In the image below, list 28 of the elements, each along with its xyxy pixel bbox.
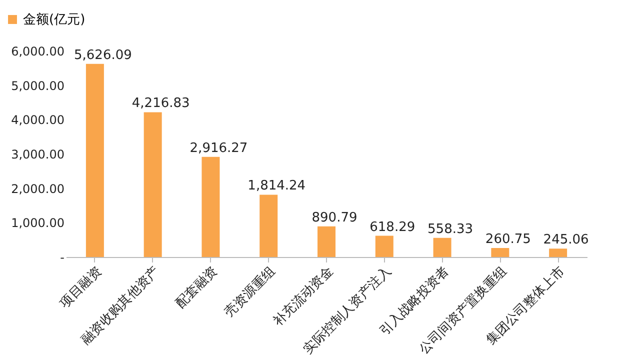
data-label: 260.75 — [485, 232, 531, 248]
data-label: 618.29 — [370, 220, 416, 235]
y-tick-label: 5,000.00 — [11, 78, 64, 93]
y-tick-label: 1,000.00 — [11, 216, 64, 230]
bar — [491, 248, 510, 257]
y-tick-label: 4,000.00 — [11, 113, 64, 128]
bar — [375, 236, 394, 257]
y-tick-label: - — [60, 250, 64, 264]
bar — [202, 156, 220, 257]
y-tick-label: 2,000.00 — [11, 182, 64, 196]
bar — [433, 238, 452, 257]
data-label: 1,814.24 — [248, 178, 306, 194]
data-label: 2,916.27 — [190, 140, 248, 156]
bar — [318, 226, 336, 257]
data-label: 558.33 — [428, 222, 474, 237]
data-label: 5,626.09 — [74, 48, 132, 63]
y-tick-label: 6,000.00 — [11, 44, 64, 58]
legend-label: 金额(亿元) — [23, 12, 86, 28]
data-label: 4,216.83 — [132, 96, 190, 112]
bar — [260, 194, 278, 257]
y-tick-label: 3,000.00 — [11, 148, 64, 162]
data-label: 890.79 — [312, 210, 358, 226]
x-tick-label: 项目融资 — [57, 264, 105, 312]
bar — [144, 112, 162, 257]
x-tick-label: 配套融资 — [173, 264, 221, 312]
bar — [86, 64, 104, 257]
data-label: 245.06 — [543, 232, 589, 248]
bar — [549, 248, 568, 257]
